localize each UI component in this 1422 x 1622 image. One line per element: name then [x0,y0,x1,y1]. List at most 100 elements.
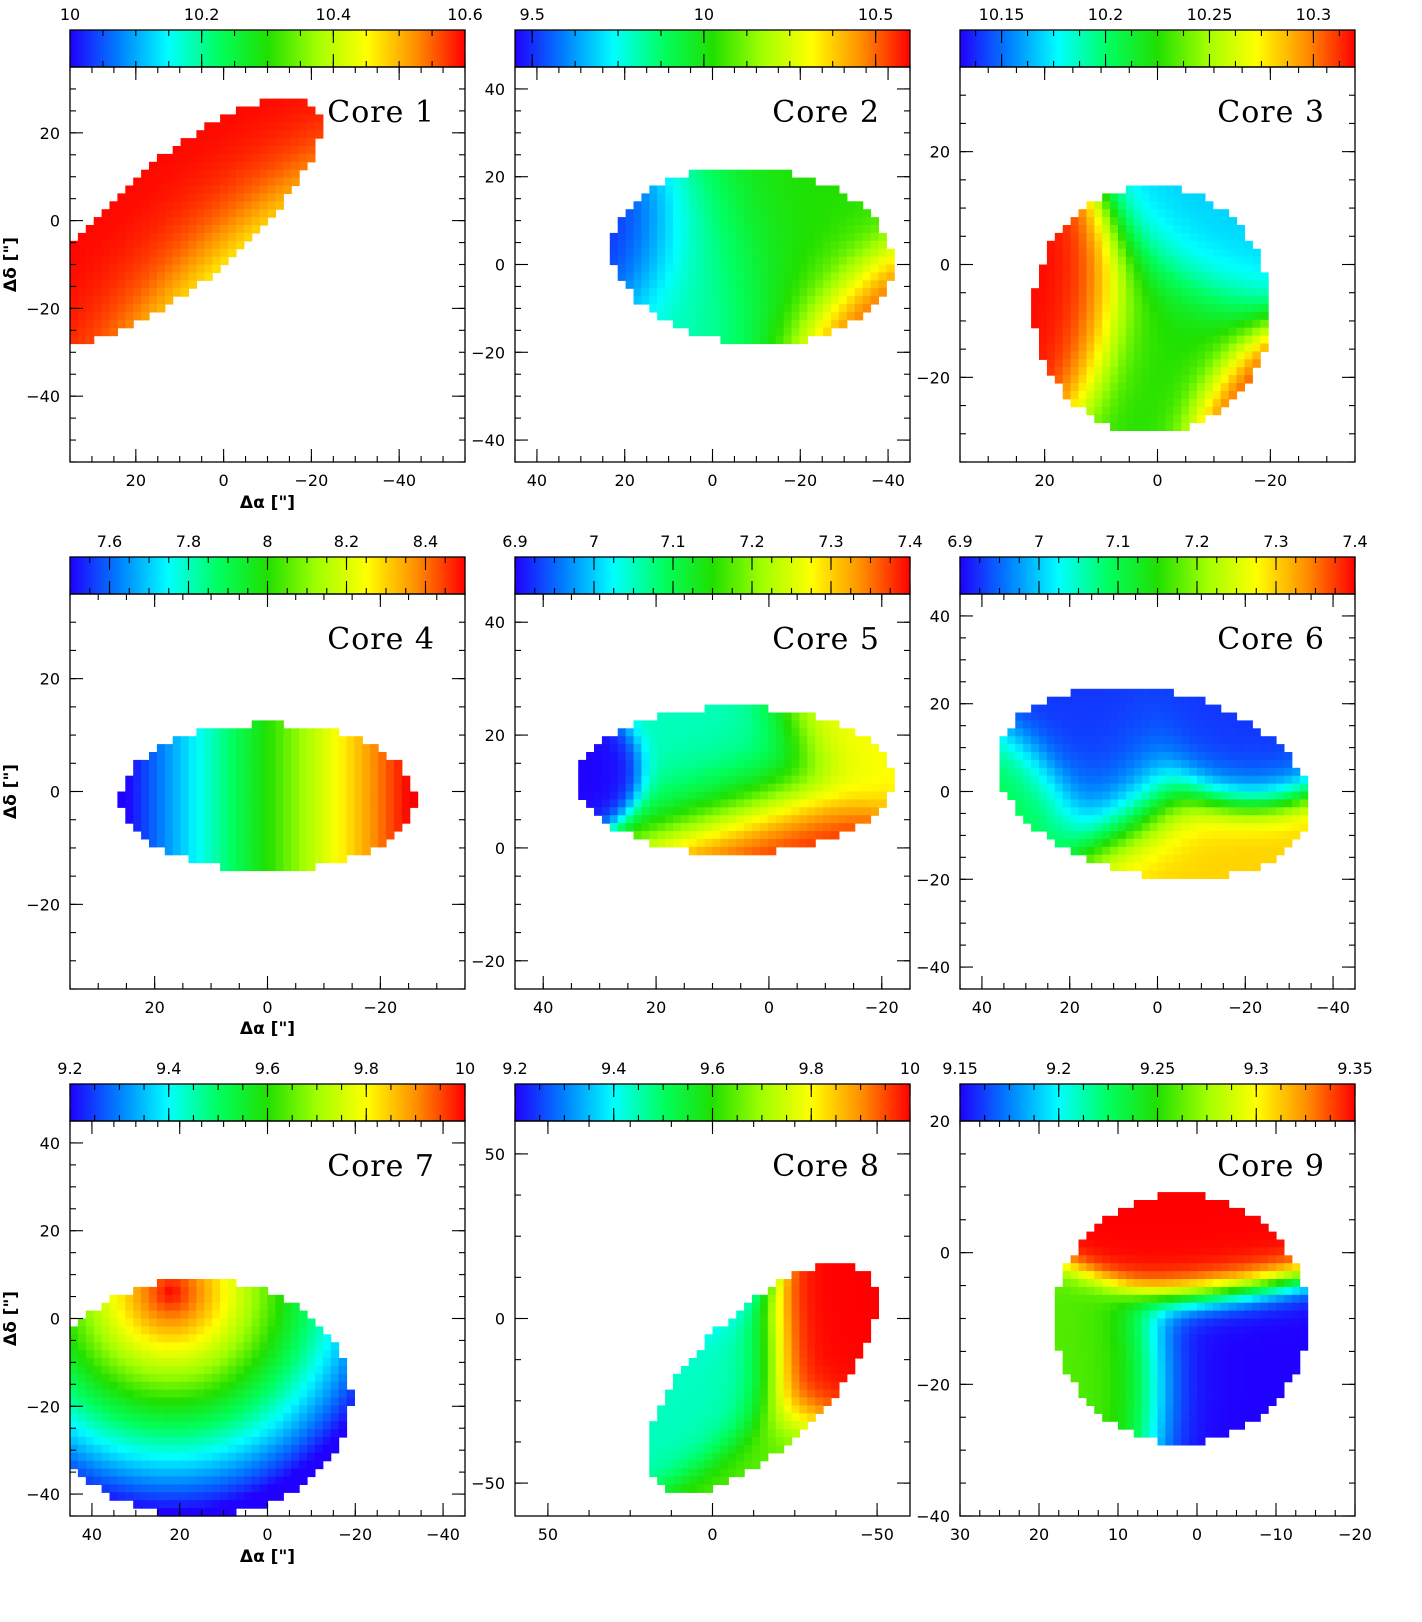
heatmap-cell [109,1294,118,1304]
heatmap-cell [109,1389,118,1399]
heatmap-cell [1260,838,1269,848]
heatmap-cell [212,783,221,793]
heatmap-cell [1141,256,1151,266]
heatmap-cell [125,201,134,210]
heatmap-cell [322,799,332,808]
heatmap-cell [1220,744,1230,753]
heatmap-cell [878,272,887,281]
heatmap-cell [133,304,142,313]
heatmap-cell [1118,696,1127,706]
heatmap-cell [720,1342,729,1351]
heatmap-cell [831,736,840,745]
heatmap-cell [783,736,793,745]
heatmap-cell [1141,406,1151,416]
heatmap-cell [1228,759,1238,769]
heatmap-cell [617,744,627,753]
heatmap-cell [251,114,261,123]
heatmap-cell [251,1358,261,1367]
heatmap-cell [791,256,800,266]
heatmap-cell [1197,414,1206,424]
heatmap-cell [1189,696,1198,706]
heatmap-cell [1102,335,1111,345]
colorbar-tick-label: 7.8 [176,532,201,551]
heatmap-cell [133,1492,142,1501]
heatmap-cell [673,256,682,266]
heatmap-cell [767,240,777,250]
heatmap-cell [657,248,666,258]
heatmap-cell [299,1326,308,1335]
heatmap-cell [1165,831,1174,840]
heatmap-cell [228,1310,237,1320]
heatmap-cell [93,1468,103,1478]
heatmap-cell [1197,201,1206,210]
heatmap-cell [164,1294,174,1304]
heatmap-cell [1078,311,1087,321]
heatmap-cell [283,799,292,808]
heatmap-cell [1197,343,1206,352]
heatmap-cell [101,225,111,234]
heatmap-cell [1094,288,1103,297]
heatmap-cell [259,1342,269,1351]
heatmap-cell [228,1365,237,1375]
heatmap-cell [1197,767,1206,777]
heatmap-cell [870,759,879,769]
heatmap-cell [141,791,150,800]
heatmap-cell [720,791,729,800]
y-tick-label: 20 [40,670,60,689]
heatmap-cell [1181,280,1190,289]
heatmap-cell [625,752,635,761]
heatmap-cell [228,1342,237,1351]
heatmap-cell [275,1294,284,1304]
heatmap-cell [393,815,403,824]
heatmap-cell [125,1405,134,1414]
heatmap-cell [228,1373,237,1383]
heatmap-cell [688,327,698,337]
heatmap-cell [799,209,808,218]
heatmap-cell [291,807,300,816]
core-title: Core 4 [327,622,435,657]
heatmap-cell [1125,193,1135,202]
heatmap-cell [752,823,761,832]
heatmap-cell [657,767,666,777]
heatmap-cell [409,799,419,808]
heatmap-cell [299,1350,308,1359]
heatmap-cell [196,791,205,800]
heatmap-cell [275,854,284,864]
heatmap-cell [164,1286,174,1296]
x-tick-label: −20 [1253,471,1287,490]
heatmap-cell [267,146,276,155]
heatmap-cell [1252,799,1261,808]
heatmap-cell [1197,390,1206,400]
heatmap-cell [188,1405,197,1414]
heatmap-cell [93,1421,103,1430]
heatmap-cell [1165,712,1174,721]
heatmap-cell [736,1310,745,1320]
heatmap-cell [775,823,785,832]
heatmap-cell [133,1381,142,1391]
heatmap-cell [1157,335,1166,345]
heatmap-cell [775,209,785,218]
heatmap-cell [228,775,237,785]
heatmap-cell [1031,759,1040,769]
heatmap-cell [1086,375,1095,384]
heatmap-cell [259,1500,269,1509]
heatmap-cell [1118,799,1127,808]
heatmap-cell [299,854,308,864]
heatmap-cell [688,1429,698,1438]
heatmap-cell [1181,862,1190,872]
colorbar-tick-label: 7.2 [739,532,764,551]
heatmap-cell [775,728,785,737]
heatmap-cell [1157,704,1166,714]
heatmap-cell [1062,767,1072,777]
heatmap-cell [1268,831,1277,840]
heatmap-cell [172,1294,182,1304]
heatmap-cell [838,240,848,250]
heatmap-cell [1212,375,1222,384]
heatmap-cell [109,1373,118,1383]
heatmap-cell [291,838,300,848]
heatmap-cell [156,193,166,202]
heatmap-cell [1189,319,1198,329]
heatmap-cell [93,240,103,250]
heatmap-cell [212,1373,221,1383]
